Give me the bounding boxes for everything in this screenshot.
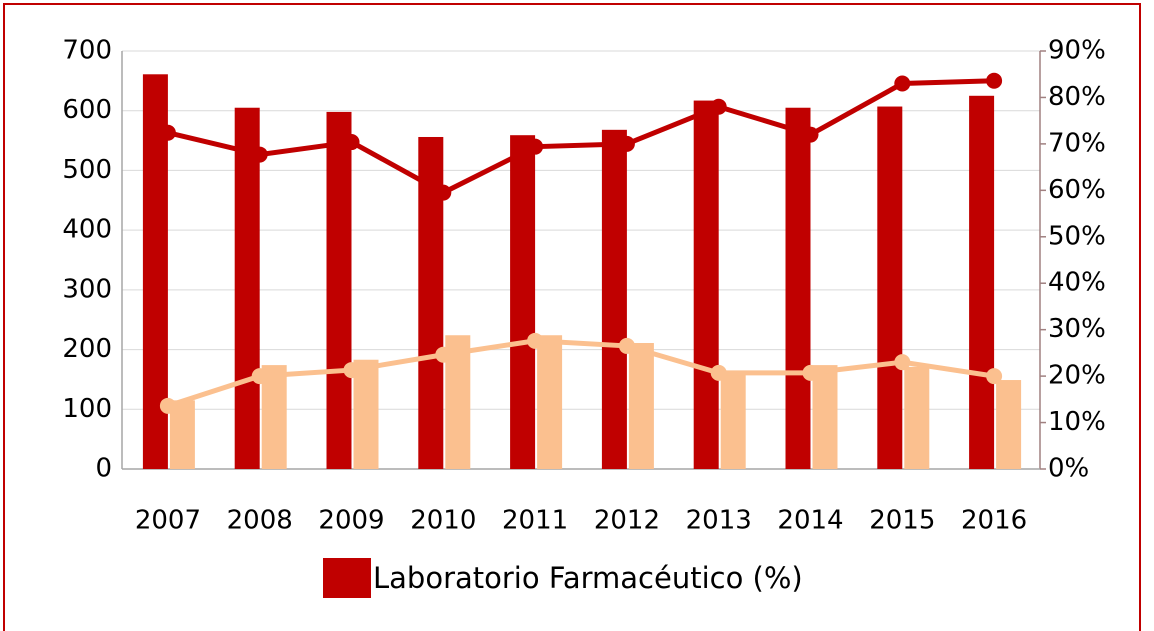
- x-tick-label: 2013: [686, 506, 752, 536]
- bar: [996, 380, 1022, 469]
- bar: [353, 359, 379, 469]
- line-marker: [618, 135, 635, 152]
- bar: [601, 129, 627, 469]
- bar: [261, 365, 287, 469]
- chart-border: [3, 3, 1141, 631]
- x-tick-label: 2009: [318, 506, 384, 536]
- line-marker: [527, 332, 544, 349]
- line: [167, 78, 995, 196]
- line-marker: [343, 362, 360, 379]
- y2-tick-label: 50%: [1048, 221, 1106, 251]
- bar: [969, 95, 995, 470]
- y2-tick-label: 10%: [1048, 407, 1106, 437]
- legend-swatch: [323, 558, 371, 598]
- y2-tick-label: 40%: [1048, 268, 1106, 298]
- bar: [693, 100, 719, 469]
- bar: [812, 365, 838, 469]
- y-tick-label: 100: [62, 394, 112, 424]
- bar: [234, 107, 260, 469]
- y2-tick-label: 70%: [1048, 128, 1106, 158]
- x-tick-label: 2011: [502, 506, 568, 536]
- line-marker: [710, 364, 727, 381]
- bar: [785, 107, 811, 469]
- bar: [537, 335, 563, 469]
- y2-tick-label: 90%: [1048, 36, 1106, 66]
- line-marker: [435, 184, 452, 201]
- line-marker: [986, 72, 1003, 89]
- bar: [169, 400, 195, 469]
- line-marker: [894, 75, 911, 92]
- line-marker: [435, 346, 452, 363]
- line-marker: [159, 124, 176, 141]
- bar: [326, 111, 352, 469]
- x-tick-label: 2007: [135, 506, 201, 536]
- x-tick-label: 2008: [227, 506, 293, 536]
- y-tick-label: 600: [62, 95, 112, 125]
- y-tick-label: 300: [62, 274, 112, 304]
- x-tick-label: 2012: [594, 506, 660, 536]
- line-marker: [343, 134, 360, 151]
- y2-tick-label: 0%: [1048, 454, 1089, 484]
- line-marker: [710, 98, 727, 115]
- line-marker: [986, 368, 1003, 385]
- y2-tick-label: 60%: [1048, 175, 1106, 205]
- line: [167, 338, 995, 409]
- y2-tick-label: 80%: [1048, 82, 1106, 112]
- line-marker: [802, 364, 819, 381]
- y-tick-label: 200: [62, 334, 112, 364]
- bar: [628, 343, 654, 469]
- line-marker: [159, 397, 176, 414]
- x-tick-label: 2010: [410, 506, 476, 536]
- y-tick-label: 400: [62, 215, 112, 245]
- y-tick-label: 700: [62, 36, 112, 66]
- legend-label: Laboratorio Farmacéutico (%): [373, 561, 803, 595]
- line-marker: [802, 126, 819, 143]
- y-tick-label: 500: [62, 155, 112, 185]
- line-marker: [251, 368, 268, 385]
- line-marker: [251, 146, 268, 163]
- bar: [720, 371, 746, 469]
- line-marker: [618, 337, 635, 354]
- y2-tick-label: 20%: [1048, 361, 1106, 391]
- y2-tick-label: 30%: [1048, 314, 1106, 344]
- x-tick-label: 2014: [777, 506, 843, 536]
- x-tick-label: 2016: [961, 506, 1027, 536]
- bar: [510, 135, 536, 469]
- x-tick-label: 2015: [869, 506, 935, 536]
- bar: [904, 366, 930, 469]
- bar: [877, 106, 903, 469]
- line-marker: [527, 138, 544, 155]
- line-marker: [894, 354, 911, 371]
- y-tick-label: 0: [95, 454, 112, 484]
